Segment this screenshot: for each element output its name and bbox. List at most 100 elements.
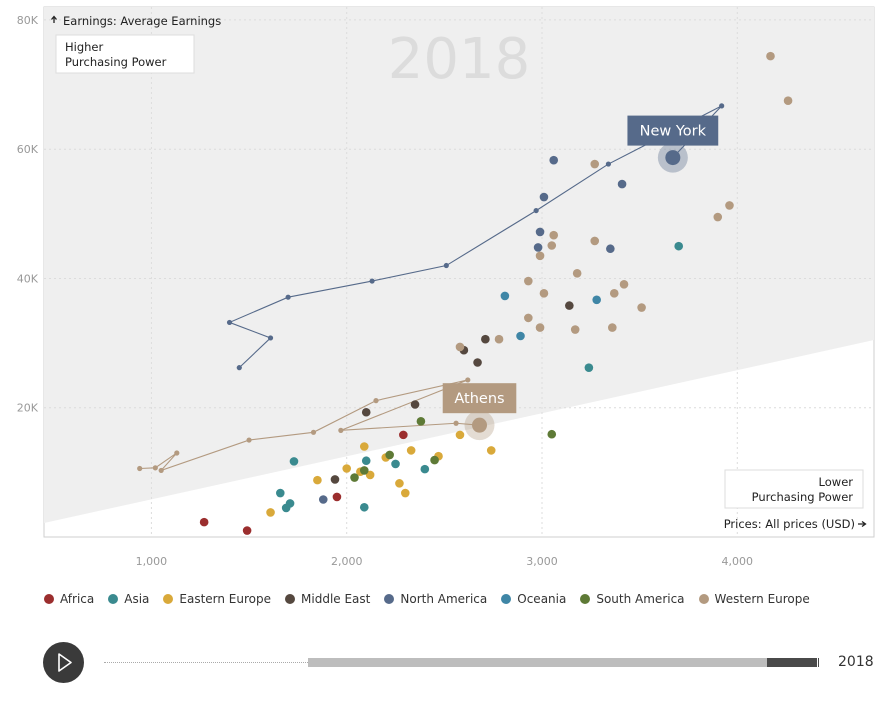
data-point[interactable] bbox=[473, 358, 482, 367]
legend-swatch bbox=[44, 594, 54, 604]
y-axis-label[interactable]: Earnings: Average Earnings bbox=[51, 14, 222, 28]
data-point[interactable] bbox=[549, 230, 559, 240]
trail-point bbox=[373, 398, 379, 404]
data-point[interactable] bbox=[674, 241, 684, 251]
data-point[interactable] bbox=[783, 96, 793, 106]
highlight-label-box bbox=[627, 115, 719, 146]
legend-item[interactable]: Africa bbox=[44, 592, 94, 606]
data-point[interactable] bbox=[406, 446, 416, 455]
trail-point bbox=[338, 427, 344, 433]
legend-item[interactable]: North America bbox=[384, 592, 487, 606]
data-point[interactable] bbox=[725, 201, 734, 210]
data-point[interactable] bbox=[619, 279, 629, 289]
play-button[interactable] bbox=[43, 642, 84, 683]
data-point[interactable] bbox=[570, 325, 580, 334]
data-point[interactable] bbox=[416, 417, 426, 426]
legend-item[interactable]: Eastern Europe bbox=[163, 592, 271, 606]
data-point[interactable] bbox=[289, 457, 299, 466]
data-point[interactable] bbox=[350, 473, 359, 482]
data-point[interactable] bbox=[500, 291, 510, 301]
trail-point bbox=[226, 319, 233, 326]
data-point[interactable] bbox=[565, 301, 574, 310]
trail-point bbox=[719, 103, 725, 109]
highlight-label: New York bbox=[640, 124, 707, 140]
data-point[interactable] bbox=[455, 430, 465, 440]
trail-point bbox=[137, 465, 143, 472]
data-point[interactable] bbox=[535, 227, 545, 237]
data-point[interactable] bbox=[420, 464, 430, 474]
legend-item[interactable]: Oceania bbox=[501, 592, 566, 606]
data-point[interactable] bbox=[713, 212, 723, 222]
data-point[interactable] bbox=[410, 400, 420, 409]
x-tick-label: 1,000 bbox=[136, 555, 168, 568]
timeline-current-segment[interactable] bbox=[767, 658, 817, 667]
data-point[interactable] bbox=[539, 192, 549, 202]
data-point[interactable] bbox=[533, 243, 543, 252]
data-points[interactable] bbox=[199, 51, 793, 535]
data-point[interactable] bbox=[584, 363, 594, 372]
trail-point bbox=[310, 429, 317, 435]
data-point[interactable] bbox=[313, 475, 322, 485]
data-point[interactable] bbox=[494, 334, 504, 344]
data-point[interactable] bbox=[318, 495, 328, 504]
data-point[interactable] bbox=[486, 446, 496, 455]
legend-swatch bbox=[163, 594, 174, 604]
data-point[interactable] bbox=[524, 313, 533, 323]
legend-item[interactable]: Asia bbox=[108, 592, 149, 606]
data-point[interactable] bbox=[617, 179, 627, 189]
data-point[interactable] bbox=[535, 323, 545, 332]
timeline-slider[interactable] bbox=[104, 658, 819, 667]
x-tick-label: 2,000 bbox=[331, 555, 363, 568]
data-point[interactable] bbox=[391, 459, 400, 469]
data-point[interactable] bbox=[361, 456, 371, 466]
data-point[interactable] bbox=[590, 236, 600, 246]
y-tick-label: 80K bbox=[17, 14, 39, 27]
legend-item[interactable]: South America bbox=[580, 592, 685, 606]
data-point[interactable] bbox=[342, 464, 352, 473]
data-point[interactable] bbox=[242, 526, 252, 535]
data-point[interactable] bbox=[516, 331, 525, 341]
data-point[interactable] bbox=[609, 289, 619, 298]
data-point[interactable] bbox=[332, 492, 342, 502]
data-point[interactable] bbox=[481, 334, 490, 344]
data-point[interactable] bbox=[359, 466, 369, 475]
timeline-handle[interactable] bbox=[818, 658, 819, 667]
data-point[interactable] bbox=[276, 488, 285, 498]
x-tick-label: 4,000 bbox=[722, 555, 754, 568]
x-axis-label[interactable]: Prices: All prices (USD) bbox=[724, 517, 867, 531]
data-point[interactable] bbox=[535, 251, 545, 261]
data-point[interactable] bbox=[365, 470, 375, 480]
data-point[interactable] bbox=[606, 244, 615, 254]
data-point[interactable] bbox=[539, 289, 549, 298]
data-point[interactable] bbox=[395, 479, 404, 488]
legend-item[interactable]: Middle East bbox=[285, 592, 370, 606]
data-point[interactable] bbox=[400, 488, 410, 498]
data-point[interactable] bbox=[549, 155, 559, 165]
data-point[interactable] bbox=[199, 517, 209, 527]
data-point[interactable] bbox=[608, 323, 617, 332]
data-point[interactable] bbox=[524, 276, 533, 286]
data-point[interactable] bbox=[592, 295, 601, 305]
data-point[interactable] bbox=[385, 450, 394, 460]
highlight-point[interactable] bbox=[665, 150, 681, 166]
data-point[interactable] bbox=[547, 241, 557, 250]
data-point[interactable] bbox=[637, 303, 646, 312]
data-point[interactable] bbox=[399, 430, 408, 440]
trail-point bbox=[285, 294, 291, 300]
data-point[interactable] bbox=[430, 455, 439, 465]
data-point[interactable] bbox=[359, 442, 369, 451]
data-point[interactable] bbox=[547, 429, 557, 439]
data-point[interactable] bbox=[330, 475, 340, 484]
data-point[interactable] bbox=[766, 51, 775, 61]
legend-item[interactable]: Western Europe bbox=[698, 592, 810, 606]
data-point[interactable] bbox=[285, 499, 295, 508]
data-point[interactable] bbox=[572, 268, 582, 278]
data-point[interactable] bbox=[266, 508, 275, 517]
data-point[interactable] bbox=[590, 159, 600, 169]
legend-swatch bbox=[108, 594, 119, 604]
highlight-point[interactable] bbox=[472, 417, 488, 433]
data-point[interactable] bbox=[359, 502, 369, 512]
data-point[interactable] bbox=[361, 407, 371, 417]
highlighted-cities[interactable]: New York Athens bbox=[442, 115, 719, 441]
data-point[interactable] bbox=[455, 342, 465, 352]
